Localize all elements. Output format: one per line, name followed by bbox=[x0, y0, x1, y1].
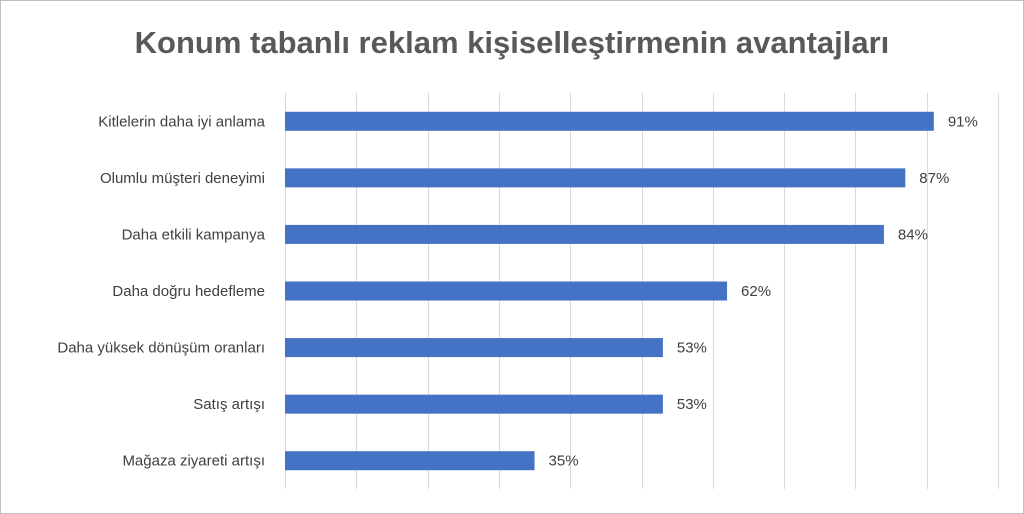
category-label: Mağaza ziyareti artışı bbox=[122, 453, 265, 470]
chart-title: Konum tabanlı reklam kişiselleştirmenin … bbox=[134, 25, 890, 60]
data-label: 84% bbox=[898, 226, 928, 243]
bar bbox=[285, 168, 906, 188]
category-label: Kitlelerin daha iyi anlama bbox=[98, 113, 265, 130]
bar bbox=[285, 281, 728, 301]
category-label: Olumlu müşteri deneyimi bbox=[100, 170, 265, 187]
category-label: Daha etkili kampanya bbox=[122, 226, 266, 243]
data-label: 62% bbox=[741, 283, 771, 300]
data-label: 53% bbox=[677, 340, 707, 357]
category-label: Daha yüksek dönüşüm oranları bbox=[57, 340, 265, 357]
data-label: 35% bbox=[549, 453, 579, 470]
data-label: 87% bbox=[919, 170, 949, 187]
bar bbox=[285, 111, 934, 131]
data-label: 53% bbox=[677, 396, 707, 413]
category-label: Daha doğru hedefleme bbox=[112, 283, 265, 300]
bar bbox=[285, 394, 663, 414]
data-label: 91% bbox=[948, 113, 978, 130]
bar bbox=[285, 338, 663, 358]
category-label: Satış artışı bbox=[193, 396, 265, 413]
bar bbox=[285, 451, 535, 471]
bar bbox=[285, 224, 884, 244]
